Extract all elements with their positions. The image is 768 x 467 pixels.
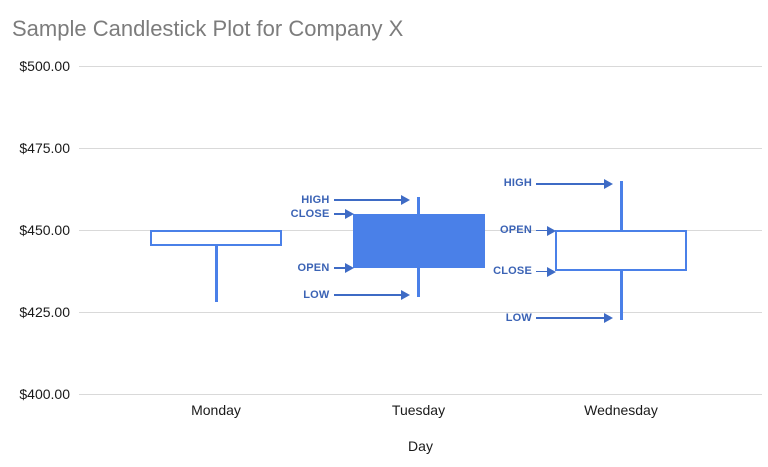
open-annotation-wednesday-arrow-head — [547, 225, 556, 236]
high-annotation-tuesday-arrow-line — [333, 199, 402, 201]
high-annotation-tuesday-label: HIGH — [301, 193, 330, 206]
gridline — [79, 147, 762, 149]
high-annotation-wednesday-label: HIGH — [503, 177, 532, 190]
y-axis-tick-label: $450.00 — [19, 222, 70, 238]
low-annotation-tuesday-arrow-head — [401, 290, 410, 301]
open-annotation-tuesday-label: OPEN — [297, 261, 330, 274]
high-annotation-wednesday-arrow-head — [603, 178, 613, 189]
gridline — [79, 65, 762, 67]
candle-wick-monday — [214, 230, 218, 303]
x-axis-title: Day — [408, 438, 433, 454]
candle-body-monday — [150, 230, 282, 247]
y-axis-tick-label: $425.00 — [19, 304, 70, 320]
close-annotation-wednesday-arrow-head — [547, 266, 556, 277]
high-annotation-wednesday-arrow-line — [536, 183, 605, 185]
y-axis-tick-label: $475.00 — [19, 140, 70, 156]
x-axis-tick-label: Monday — [191, 402, 241, 418]
low-annotation-wednesday-label: LOW — [505, 311, 532, 324]
candle-body-tuesday — [352, 213, 485, 268]
gridline — [79, 393, 762, 395]
x-axis-tick-label: Wednesday — [584, 402, 658, 418]
open-annotation-wednesday-label: OPEN — [500, 224, 532, 236]
low-annotation-tuesday-label: LOW — [303, 288, 330, 301]
low-annotation-tuesday-arrow-line — [333, 294, 402, 296]
x-axis-tick-label: Tuesday — [391, 402, 446, 418]
candle-body-wednesday — [555, 230, 687, 271]
open-annotation-tuesday-arrow-line — [333, 267, 346, 269]
close-annotation-wednesday-arrow-line — [536, 270, 548, 273]
chart-title: Sample Candlestick Plot for Company X — [12, 16, 404, 41]
close-annotation-tuesday-arrow-head — [344, 209, 354, 220]
y-axis-tick-label: $500.00 — [19, 58, 70, 74]
low-annotation-wednesday-arrow-head — [603, 313, 613, 324]
y-axis-tick-label: $400.00 — [19, 386, 70, 402]
open-annotation-wednesday-arrow-line — [536, 229, 548, 232]
close-annotation-tuesday-label: CLOSE — [290, 207, 330, 220]
close-annotation-wednesday-label: CLOSE — [493, 265, 532, 277]
high-annotation-tuesday-arrow-head — [401, 195, 410, 206]
close-annotation-tuesday-arrow-line — [333, 213, 346, 215]
gridline — [79, 311, 762, 313]
low-annotation-wednesday-arrow-line — [536, 317, 605, 319]
open-annotation-tuesday-arrow-head — [344, 263, 354, 274]
